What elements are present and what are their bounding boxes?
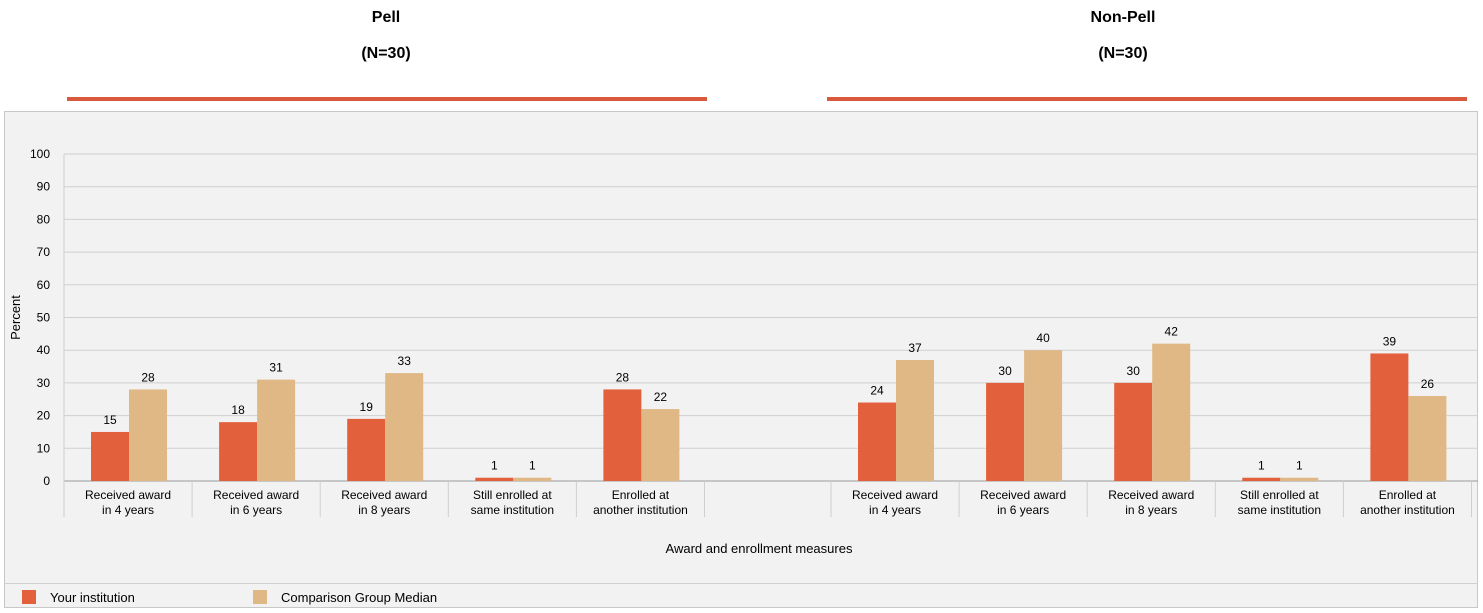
bar-comparison [1024, 350, 1063, 481]
x-tick-label: in 6 years [230, 503, 282, 517]
chart-panel [4, 111, 1478, 608]
x-tick-label: Received award [852, 488, 938, 502]
x-tick-label: in 8 years [1125, 503, 1177, 517]
pell-title: Pell [371, 9, 401, 26]
bar-your-institution [1242, 477, 1281, 481]
data-label: 42 [1165, 325, 1179, 339]
bar-comparison [513, 477, 552, 481]
bar-comparison [1280, 477, 1319, 481]
data-label: 30 [998, 364, 1012, 378]
x-tick-label: Still enrolled at [1240, 488, 1319, 502]
x-tick-label: in 4 years [869, 503, 921, 517]
data-label: 24 [870, 384, 884, 398]
bar-your-institution [603, 389, 642, 481]
x-tick-label: another institution [1360, 503, 1455, 517]
bar-comparison [129, 389, 167, 481]
y-tick-label: 40 [37, 343, 51, 357]
x-tick-label: Still enrolled at [473, 488, 552, 502]
data-label: 1 [1296, 459, 1303, 473]
x-tick-label: Received award [980, 488, 1066, 502]
bar-your-institution [475, 477, 514, 481]
legend: Your institution Comparison Group Median [4, 583, 1478, 608]
y-tick-label: 60 [37, 278, 51, 292]
data-label: 1 [529, 459, 536, 473]
y-axis-title: Percent [8, 295, 23, 340]
legend-label-comparison: Comparison Group Median [281, 589, 438, 605]
bar-your-institution [347, 418, 386, 481]
legend-swatch-your-institution [22, 590, 36, 604]
data-label: 1 [491, 459, 498, 473]
bar-comparison [641, 409, 680, 481]
x-tick-label: Received award [213, 488, 299, 502]
x-tick-label: same institution [471, 503, 554, 517]
x-tick-label: same institution [1238, 503, 1321, 517]
x-tick-label: in 6 years [997, 503, 1049, 517]
x-tick-label: Enrolled at [1379, 488, 1437, 502]
data-label: 28 [141, 370, 155, 384]
y-tick-label: 90 [37, 180, 51, 194]
data-label: 39 [1383, 334, 1397, 348]
legend-item-your-institution: Your institution [22, 588, 135, 606]
nonpell-group-rule [827, 97, 1467, 101]
pell-group-rule [67, 97, 707, 101]
y-tick-label: 30 [37, 376, 51, 390]
y-tick-label: 80 [37, 212, 51, 226]
data-label: 1 [1258, 459, 1265, 473]
x-tick-label: Received award [341, 488, 427, 502]
x-tick-label: another institution [593, 503, 688, 517]
y-tick-label: 50 [37, 311, 51, 325]
bar-comparison [257, 379, 296, 481]
data-label: 28 [616, 370, 630, 384]
data-label: 26 [1421, 377, 1435, 391]
nonpell-group-title: Non-Pell (N=30) [1003, 0, 1243, 72]
x-tick-label: in 4 years [102, 503, 154, 517]
data-label: 40 [1036, 331, 1050, 345]
bar-your-institution [986, 382, 1025, 481]
nonpell-title: Non-Pell [1090, 9, 1156, 26]
bar-comparison [1408, 395, 1447, 481]
data-label: 18 [231, 403, 245, 417]
y-tick-label: 10 [37, 441, 51, 455]
pell-group-title: Pell (N=30) [266, 0, 506, 72]
legend-item-comparison: Comparison Group Median [253, 588, 437, 606]
pell-subtitle: (N=30) [361, 45, 411, 62]
y-tick-label: 70 [37, 245, 51, 259]
data-label: 22 [654, 390, 668, 404]
legend-swatch-comparison [253, 590, 267, 604]
x-tick-label: in 8 years [358, 503, 410, 517]
y-tick-label: 0 [43, 474, 50, 488]
data-label: 30 [1127, 364, 1141, 378]
bar-comparison [896, 360, 934, 481]
legend-label-your-institution: Your institution [50, 589, 135, 605]
x-tick-label: Enrolled at [612, 488, 670, 502]
bar-comparison [1152, 343, 1191, 481]
x-tick-label: Received award [1108, 488, 1194, 502]
x-axis-title: Award and enrollment measures [666, 541, 853, 556]
data-label: 15 [103, 413, 117, 427]
bar-your-institution [1114, 382, 1153, 481]
data-label: 19 [360, 400, 374, 414]
y-tick-label: 20 [37, 409, 51, 423]
y-tick-label: 100 [30, 147, 50, 161]
x-tick-label: Received award [85, 488, 171, 502]
data-label: 31 [269, 361, 283, 375]
bar-your-institution [1370, 353, 1409, 481]
data-label: 33 [398, 354, 412, 368]
nonpell-subtitle: (N=30) [1098, 45, 1148, 62]
bar-your-institution [219, 422, 258, 481]
data-label: 37 [908, 341, 922, 355]
bar-your-institution [858, 402, 896, 481]
bar-your-institution [91, 431, 129, 481]
bar-comparison [385, 373, 424, 481]
